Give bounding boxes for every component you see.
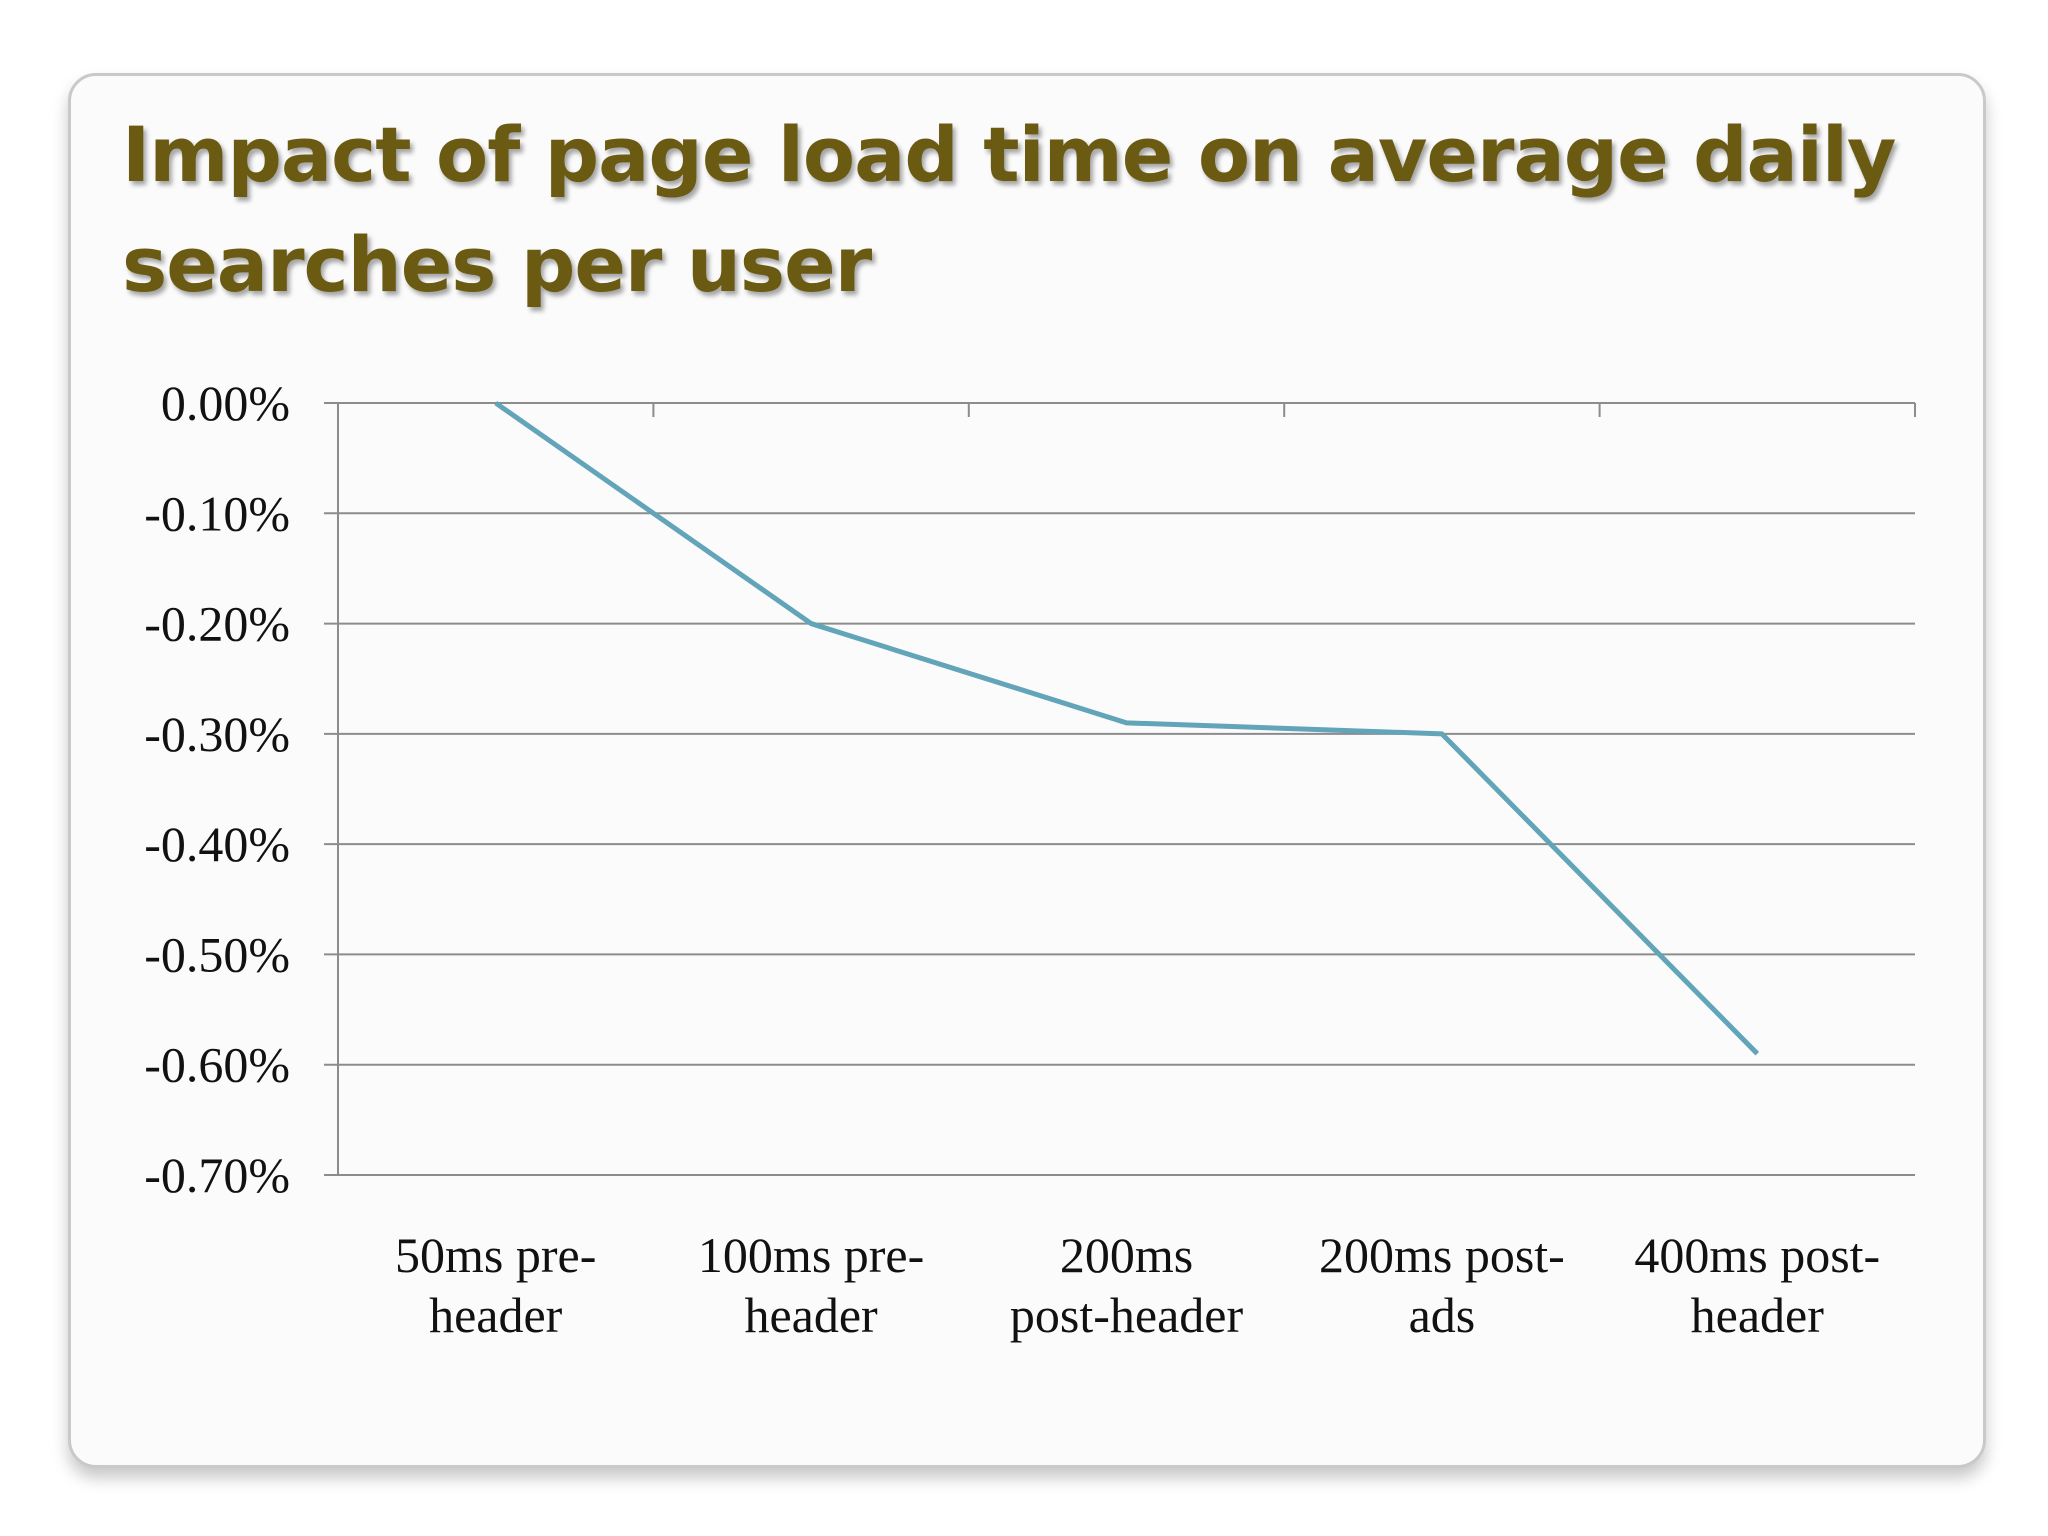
x-tick-label: 200ms post- xyxy=(1319,1227,1565,1283)
x-tick-label: 400ms post- xyxy=(1634,1227,1880,1283)
x-tick-label: header xyxy=(744,1287,878,1343)
x-tick-label: post-header xyxy=(1010,1287,1244,1343)
x-tick-label: header xyxy=(429,1287,563,1343)
y-tick-label: -0.70% xyxy=(144,1147,290,1203)
y-tick-label: -0.60% xyxy=(144,1037,290,1093)
x-tick-label: 50ms pre- xyxy=(395,1227,596,1283)
y-tick-label: -0.10% xyxy=(144,485,290,541)
x-tick-label: 100ms pre- xyxy=(698,1227,924,1283)
y-axis-tick-labels: 0.00% -0.10% -0.20% -0.30% -0.40% -0.50% -0.60… xyxy=(144,375,290,1203)
slide-card xyxy=(68,73,1986,1468)
data-line xyxy=(494,400,1760,1056)
x-tick-label: 200ms xyxy=(1060,1227,1193,1283)
y-tick-label: -0.50% xyxy=(144,926,290,982)
y-tick-label: -0.20% xyxy=(144,596,290,652)
series-group xyxy=(494,400,1760,1056)
y-tick-label: -0.40% xyxy=(144,816,290,872)
axes xyxy=(337,403,1916,1175)
x-tick-label: header xyxy=(1691,1287,1825,1343)
gridlines xyxy=(324,402,1915,1176)
y-tick-label: 0.00% xyxy=(161,375,290,431)
y-tick-label: -0.30% xyxy=(144,706,290,762)
slide-title: Impact of page load time on average dail… xyxy=(122,110,1896,309)
x-tick-label: ads xyxy=(1409,1287,1476,1343)
